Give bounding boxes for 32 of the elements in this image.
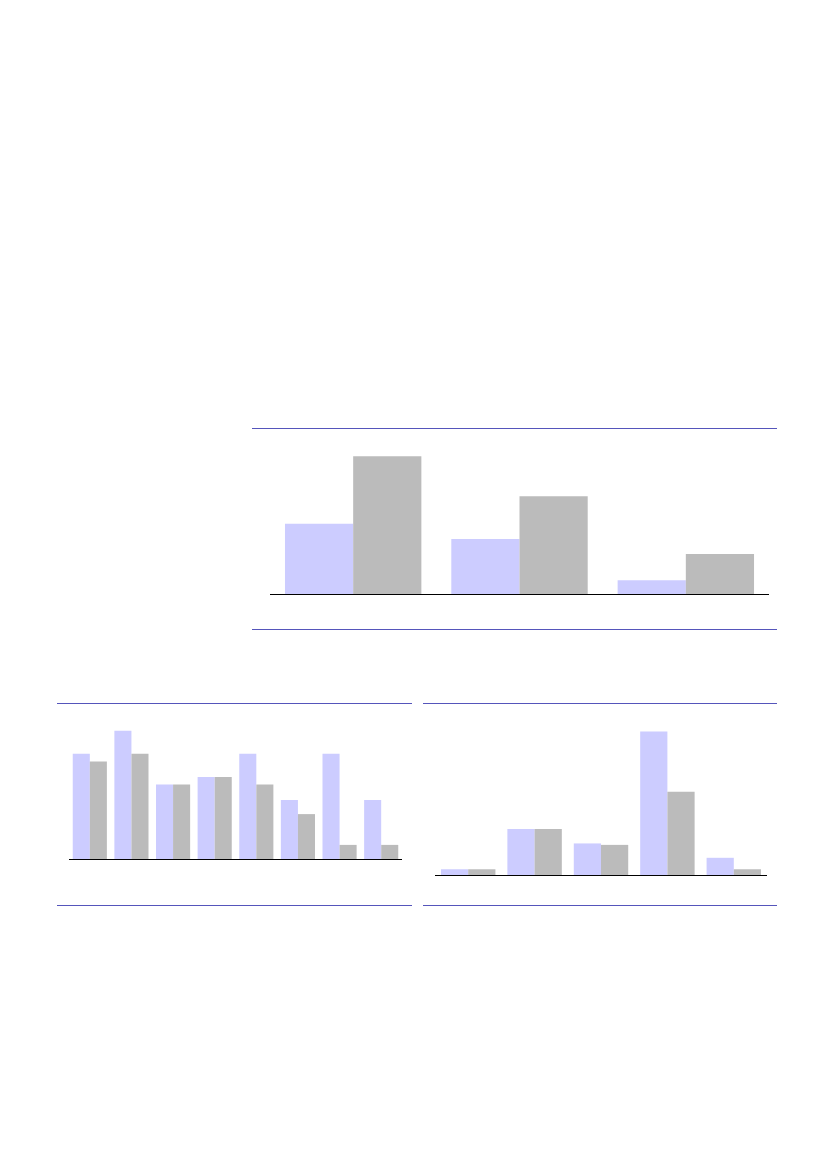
bar xyxy=(706,857,734,875)
bar xyxy=(667,791,695,875)
bar xyxy=(114,730,132,859)
bar xyxy=(284,523,354,594)
bar xyxy=(339,844,357,859)
bar xyxy=(89,761,107,859)
bar xyxy=(322,753,340,859)
bar xyxy=(239,753,257,859)
bar xyxy=(640,731,668,875)
bar xyxy=(440,869,469,875)
bar xyxy=(733,869,762,875)
bar xyxy=(573,843,601,875)
bar xyxy=(507,829,535,875)
bar xyxy=(131,753,149,859)
bar xyxy=(214,776,232,859)
bar xyxy=(617,580,686,594)
bar xyxy=(468,869,496,875)
bar xyxy=(353,456,422,594)
bar xyxy=(173,784,191,859)
bar xyxy=(451,538,520,594)
bar xyxy=(280,800,298,859)
bar xyxy=(364,800,382,859)
bar xyxy=(72,753,90,859)
bar xyxy=(156,784,174,859)
bar xyxy=(685,554,755,594)
bar xyxy=(601,844,629,875)
bar xyxy=(519,496,588,594)
bar xyxy=(381,844,399,859)
bar xyxy=(197,776,215,859)
bar xyxy=(297,814,315,859)
bar xyxy=(256,784,274,859)
bar xyxy=(534,829,562,875)
